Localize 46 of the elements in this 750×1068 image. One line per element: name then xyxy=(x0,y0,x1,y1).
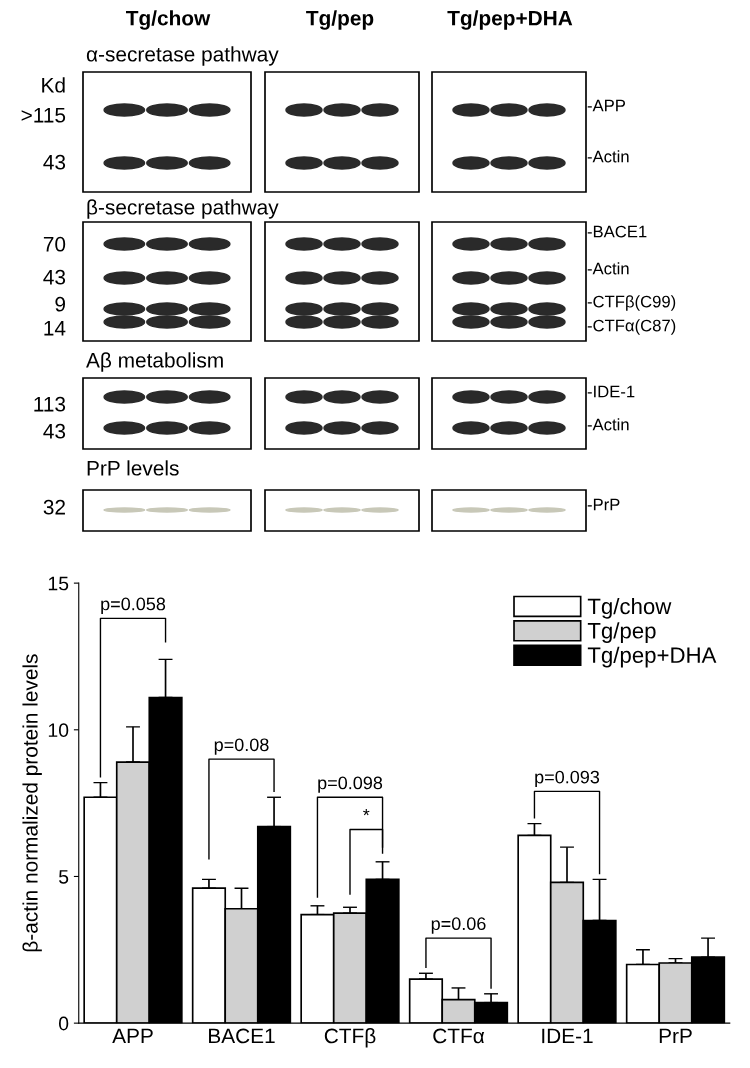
text: α-secretase pathway xyxy=(86,46,279,66)
text: 43 xyxy=(43,154,66,170)
text: 43 xyxy=(43,269,66,285)
text: 113 xyxy=(34,396,66,412)
x-tick-label: BACE1 xyxy=(209,1028,275,1044)
x-tick-label: APP xyxy=(112,1028,153,1044)
text: -CTFα(C87) xyxy=(587,319,676,335)
y-tick-label: 0 xyxy=(58,1016,69,1031)
text: -CTFβ(C99) xyxy=(587,295,676,311)
x-tick-label: IDE-1 xyxy=(542,1028,593,1044)
text: -Actin xyxy=(587,418,629,431)
text: -APP xyxy=(587,99,626,112)
annotation: * xyxy=(363,808,370,816)
text: β-secretase pathway xyxy=(87,199,279,219)
text: -IDE-1 xyxy=(587,385,635,398)
text: 32 xyxy=(43,499,65,515)
x-tick-label: PrP xyxy=(659,1028,692,1044)
annotation: p=0.098 xyxy=(318,776,383,793)
text: Tg/pep+DHA xyxy=(447,10,573,30)
y-tick-label: 15 xyxy=(48,576,69,591)
text: Kd xyxy=(42,77,65,93)
y-axis-title: β-actin normalized protein levels xyxy=(22,654,42,952)
annotation: p=0.093 xyxy=(535,770,600,787)
annotation: p=0.06 xyxy=(431,917,486,934)
text: 43 xyxy=(43,423,66,439)
annotation: p=0.058 xyxy=(101,597,166,614)
text: Aβ metabolism xyxy=(86,352,223,372)
text: -Actin xyxy=(587,262,629,275)
x-tick-label: CTFα xyxy=(433,1028,485,1044)
legend-label: Tg/pep+DHA xyxy=(587,646,717,668)
legend-label: Tg/chow xyxy=(587,597,672,619)
legend-label: Tg/pep xyxy=(587,622,656,644)
text: 70 xyxy=(43,236,66,252)
annotation: p=0.08 xyxy=(214,738,269,755)
x-tick-label: CTFβ xyxy=(324,1028,376,1048)
y-tick-label: 10 xyxy=(48,723,69,738)
text: 9 xyxy=(55,296,66,312)
text: 14 xyxy=(44,321,66,336)
text: Tg/chow xyxy=(126,10,211,30)
text: >115 xyxy=(21,108,66,123)
text: PrP levels xyxy=(87,460,179,476)
text: -PrP xyxy=(587,498,620,511)
text: Tg/pep xyxy=(306,10,374,30)
text: -BACE1 xyxy=(587,225,647,238)
text: -Actin xyxy=(587,150,629,163)
y-tick-label: 5 xyxy=(58,870,69,884)
